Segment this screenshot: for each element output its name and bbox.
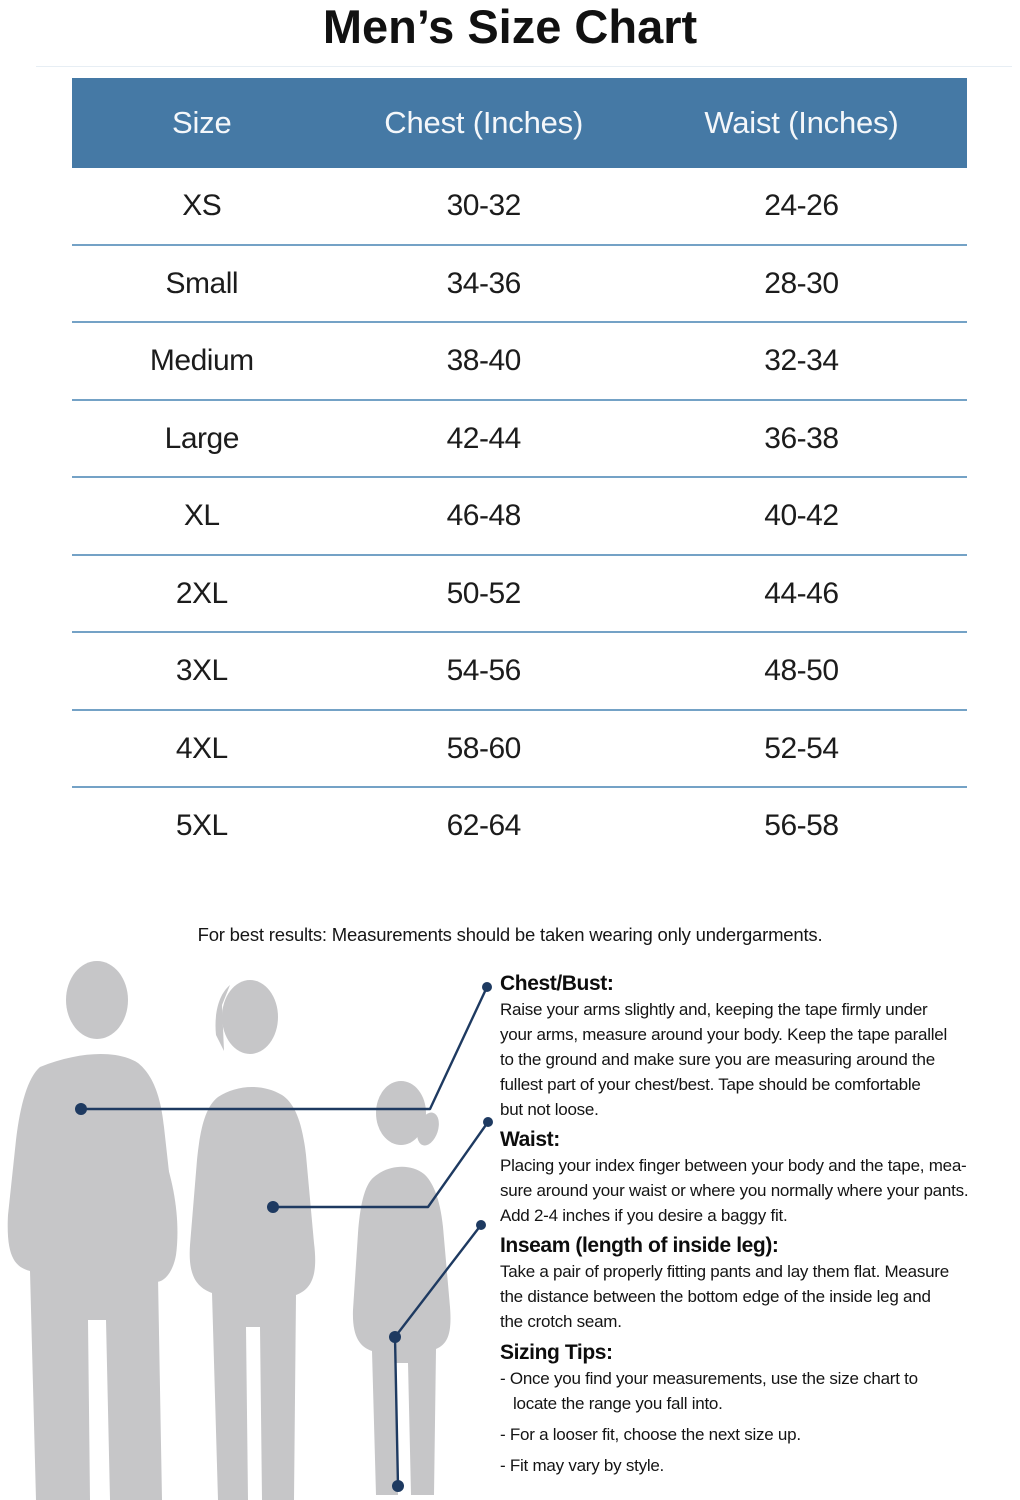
waist-guide-text: Placing your index finger between your b…	[500, 1156, 969, 1225]
sizing-tip: - For a looser fit, choose the next size…	[500, 1425, 801, 1444]
column-header-waist: Waist (Inches)	[704, 105, 899, 140]
table-row: Large 42-44 36-38	[72, 401, 967, 478]
column-header-chest: Chest (Inches)	[384, 105, 584, 140]
waist-guide-section: Waist: Placing your index finger between…	[500, 1127, 1018, 1228]
table-row: XS 30-32 24-26	[72, 168, 967, 246]
chest-cell: 46-48	[446, 499, 522, 532]
sizing-tips-heading: Sizing Tips:	[500, 1341, 613, 1364]
man-silhouette	[7, 961, 178, 1500]
table-row: XL 46-48 40-42	[72, 478, 967, 556]
table-row: Medium 38-40 32-34	[72, 323, 967, 401]
figures-illustration	[7, 961, 451, 1500]
sizing-tip: - Fit may vary by style.	[500, 1456, 665, 1475]
child-silhouette	[352, 1081, 451, 1495]
size-cell: XS	[182, 189, 222, 222]
table-row: 4XL 58-60 52-54	[72, 711, 967, 788]
sizing-tip: - Once you find your measurements, use t…	[500, 1369, 918, 1413]
inseam-guide-text: Take a pair of properly fitting pants an…	[500, 1262, 949, 1331]
table-row: 3XL 54-56 48-50	[72, 633, 967, 711]
waist-cell: 32-34	[764, 344, 839, 377]
waist-cell: 48-50	[764, 654, 839, 687]
waist-cell: 40-42	[764, 499, 839, 532]
size-cell: Large	[164, 421, 240, 455]
chest-cell: 50-52	[446, 576, 522, 610]
size-cell: 4XL	[175, 731, 228, 765]
size-cell: Small	[165, 266, 239, 300]
chest-cell: 42-44	[446, 421, 522, 455]
size-cell: 5XL	[175, 809, 228, 842]
waist-cell: 52-54	[764, 731, 839, 765]
table-top-divider	[36, 66, 1012, 67]
chest-cell: 38-40	[446, 344, 522, 377]
waist-cell: 56-58	[764, 809, 839, 842]
waist-cell: 28-30	[764, 266, 839, 300]
chest-cell: 58-60	[446, 731, 522, 765]
column-header-size: Size	[172, 105, 232, 140]
inseam-guide-section: Inseam (length of inside leg): Take a pa…	[500, 1233, 1018, 1334]
waist-cell: 24-26	[764, 189, 839, 222]
inseam-guide-heading: Inseam (length of inside leg):	[500, 1234, 779, 1257]
table-header-row: Size Chest (Inches) Waist (Inches)	[72, 78, 967, 168]
page-title: Men’s Size Chart	[322, 0, 698, 53]
measurement-note: For best results: Measurements should be…	[197, 924, 823, 945]
size-cell: 2XL	[175, 576, 228, 610]
table-row: 5XL 62-64 56-58	[72, 788, 967, 866]
chest-guide-section: Chest/Bust: Raise your arms slightly and…	[500, 971, 1018, 1122]
size-cell: Medium	[149, 344, 254, 377]
chest-cell: 62-64	[446, 809, 522, 842]
waist-cell: 36-38	[764, 421, 839, 455]
chest-cell: 54-56	[446, 654, 522, 687]
table-row: 2XL 50-52 44-46	[72, 556, 967, 633]
waist-guide-heading: Waist:	[500, 1128, 560, 1151]
waist-cell: 44-46	[764, 576, 839, 610]
chest-guide-heading: Chest/Bust:	[500, 972, 614, 995]
size-table: Size Chest (Inches) Waist (Inches) XS 30…	[72, 78, 967, 866]
sizing-tips-section: Sizing Tips: - Once you find your measur…	[500, 1340, 1018, 1484]
size-cell: 3XL	[175, 654, 228, 687]
woman-silhouette	[189, 980, 316, 1500]
table-row: Small 34-36 28-30	[72, 246, 967, 323]
size-cell: XL	[183, 499, 220, 532]
chest-cell: 30-32	[446, 189, 522, 222]
chest-guide-text: Raise your arms slightly and, keeping th…	[500, 1000, 948, 1119]
chest-cell: 34-36	[446, 266, 522, 300]
